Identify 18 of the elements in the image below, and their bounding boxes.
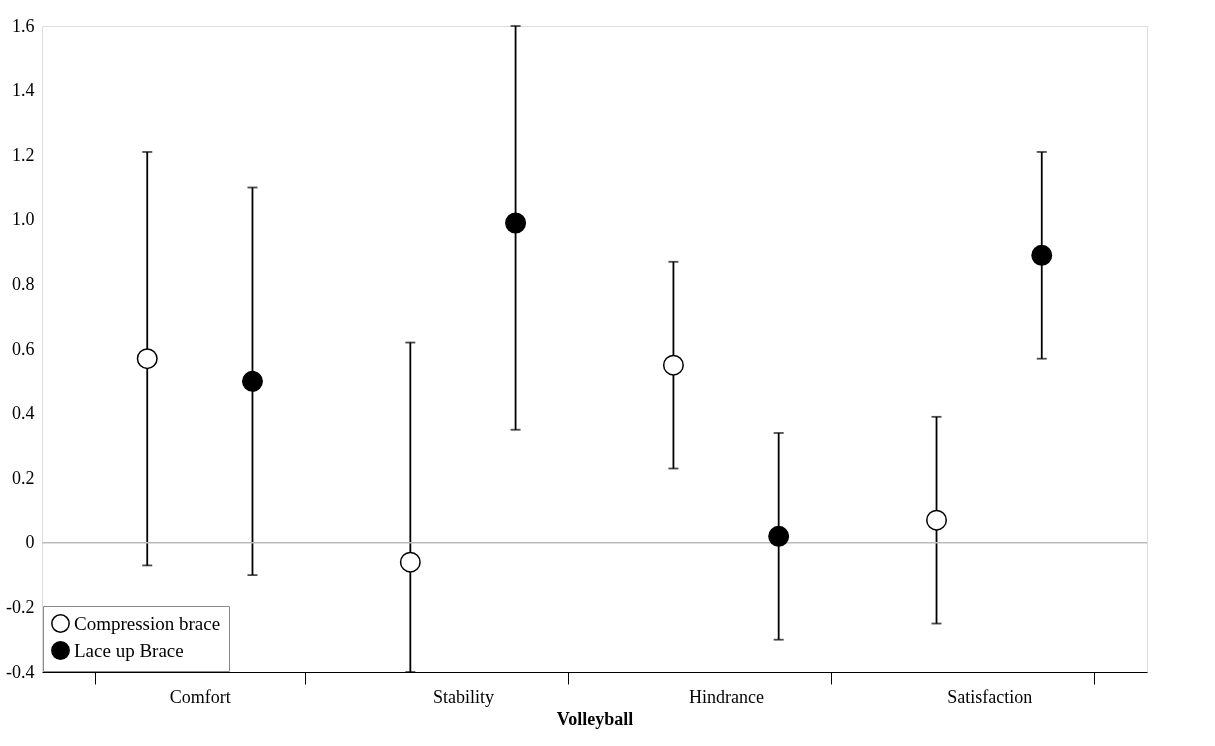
y-tick-label: -0.4: [6, 661, 35, 682]
y-tick-label: 0: [25, 532, 35, 553]
x-axis-title: Volleyball: [556, 708, 634, 729]
y-tick-label: 1.4: [12, 80, 35, 101]
y-tick-label: 1.0: [12, 209, 35, 230]
legend-label: Lace up Brace: [74, 639, 184, 661]
y-tick-label: 0.4: [12, 403, 35, 424]
y-tick-label: 0.8: [12, 273, 35, 294]
y-tick-label: 0.6: [12, 338, 35, 359]
y-tick-label: 1.6: [12, 15, 35, 36]
x-tick-label: Stability: [432, 686, 494, 707]
x-tick-label: Satisfaction: [947, 686, 1033, 707]
legend-label: Compression brace: [74, 612, 221, 634]
y-tick-label: -0.2: [6, 596, 35, 617]
x-tick-label: Hindrance: [689, 686, 765, 707]
x-tick-label: Comfort: [169, 686, 231, 707]
y-tick-label: 0.2: [12, 467, 35, 488]
y-tick-label: 1.2: [12, 144, 35, 165]
